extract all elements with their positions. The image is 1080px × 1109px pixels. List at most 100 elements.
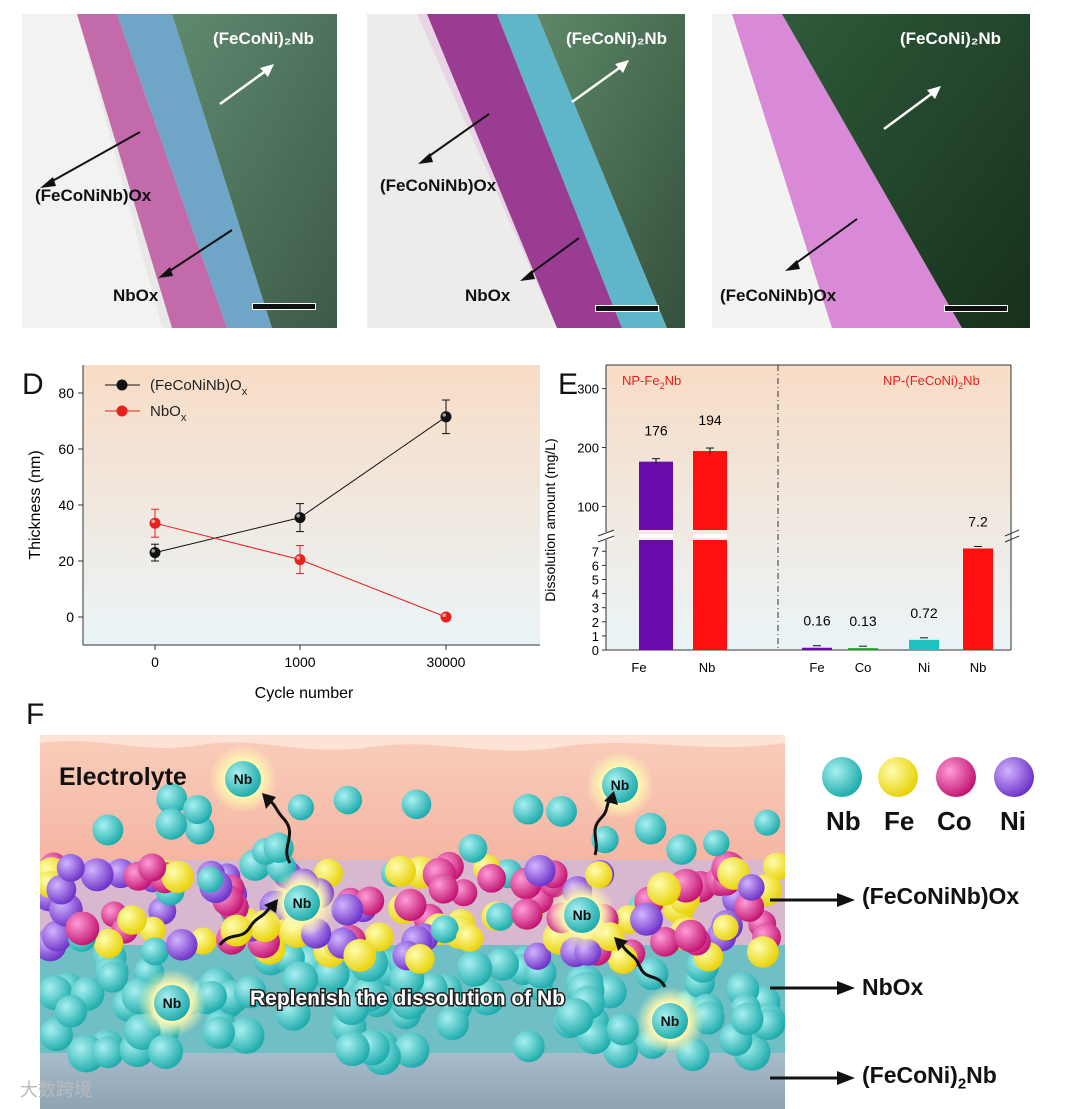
legend-atom-ni [994,757,1034,797]
x-tick-label: 30000 [427,654,466,670]
axis-break-mark [597,535,615,543]
legend-label-nb: Nb [826,806,861,836]
bar-category-label: Fe [631,660,646,675]
bar-category-label: Nb [970,660,987,675]
scale-bar [595,305,659,312]
bar [848,648,878,651]
mixed-oxide-atom [646,871,681,906]
mixed-oxide-atom [385,855,417,887]
mixed-oxide-atom [137,853,167,882]
nb-oxide-atom [512,1030,545,1063]
plot-background [606,365,1011,650]
bar [693,451,727,530]
nb-oxide-atom [456,951,493,987]
mixed-oxide-atom [428,873,459,904]
y-tick-label: 6 [592,558,599,573]
nb-oxide-atom [91,1036,124,1069]
data-point [294,512,306,524]
mixed-oxide-atom [93,928,124,959]
layer-arrows [770,893,855,1085]
panel-a-arrows [40,64,274,278]
y-tick-label: 40 [58,497,74,513]
nb-oxide-atom [485,947,520,981]
scale-bar [252,303,316,310]
nb-atom-label: Nb [234,771,253,787]
electrolyte-atom [92,814,124,846]
point-highlight [296,514,301,518]
bar-category-label: Nb [699,660,716,675]
bar-value-label: 0.16 [803,613,830,629]
legend-marker [116,379,128,391]
y-tick-label: 20 [58,553,74,569]
panel-letter-f: F [26,698,45,731]
nb-oxide-atom [282,961,319,998]
thickness-chart: 0 20 40 60 80 0 1000 30000 (FeCoNiNb)Ox NbOx Cyc… [27,365,540,702]
mixed-oxide-atom [524,854,556,887]
legend-label: NbOx [150,403,187,424]
electrolyte-atom [546,795,577,827]
bar-value-label: 0.13 [849,613,876,629]
nb-oxide-atom [96,961,128,993]
mixed-oxide-atom [523,942,552,970]
axis-break-mark [597,529,615,537]
schematic-illustration: Nb Nb Nb Nb Nb Nb Electrolyte Replenish the d… [40,735,785,1109]
electrolyte-label: Electrolyte [59,763,187,791]
point-highlight [296,556,301,560]
data-point [149,547,161,559]
bar-value-label: 194 [698,412,722,428]
scale-bar [944,305,1008,312]
mixed-oxide-atom [405,944,435,974]
legend-label-fe: Fe [884,806,915,836]
mixed-oxide-atom [650,926,680,957]
legend-label-ni: Ni [1000,806,1026,836]
label-nb-oxide-a: NbOx [113,286,159,305]
mixed-oxide-atom [394,888,427,921]
nb-atom-label: Nb [573,907,592,923]
x-tick-label: 1000 [284,654,315,670]
dissolving-nb-atom [652,1003,688,1039]
dissolving-nb-atom [564,897,600,933]
label-mixed-oxide-a: (FeCoNiNb)Ox [35,186,152,205]
point-highlight [442,613,447,617]
nb-oxide-atom [417,972,448,1004]
y-tick-label: 300 [577,382,599,397]
replenish-text: Replenish the dissolution of Nb [250,987,565,1010]
nb-oxide-atom [335,1031,370,1067]
mixed-oxide-atom [747,936,779,968]
nb-oxide-atom [276,996,311,1031]
mixed-oxide-atom [630,902,663,936]
y-tick-label: 5 [592,572,599,587]
label-alloy-b: (FeCoNi)₂Nb [566,29,668,48]
mixed-oxide-atom [196,866,223,893]
bar [639,461,673,530]
watermark: 大数跨境 [20,1080,92,1100]
electrolyte-atom [512,793,544,825]
electrolyte-atom [155,808,187,840]
nb-oxide-atom [233,975,267,1009]
nb-oxide-atom [148,1034,183,1070]
nb-oxide-atom [202,1016,236,1049]
mixed-oxide-atom [477,863,506,893]
bar-lower-segment [639,540,673,650]
mixed-oxide-atom [712,914,739,941]
legend-marker [116,405,128,417]
mixed-oxide-atom [763,852,785,881]
group-title: NP-(FeCoNi)2Nb [883,373,980,391]
legend-atom-fe [878,757,918,797]
nb-oxide-atom [555,997,594,1036]
bar-value-label: 176 [644,423,668,439]
legend-label-co: Co [937,806,972,836]
nb-atom-label: Nb [661,1013,680,1029]
y-tick-label: 1 [592,629,599,644]
nb-oxide-atom [54,995,88,1028]
bar [909,639,939,650]
tem-image-b [367,14,685,328]
data-point [149,517,161,529]
y-tick-label: 3 [592,601,599,616]
electrolyte-atom [401,789,432,820]
y-axis-label: Dissolution amount (mg/L) [542,438,558,601]
x-axis-label: Cycle number [255,685,354,702]
dissolving-nb-atom [284,885,320,921]
y-tick-label: 0 [66,609,74,625]
